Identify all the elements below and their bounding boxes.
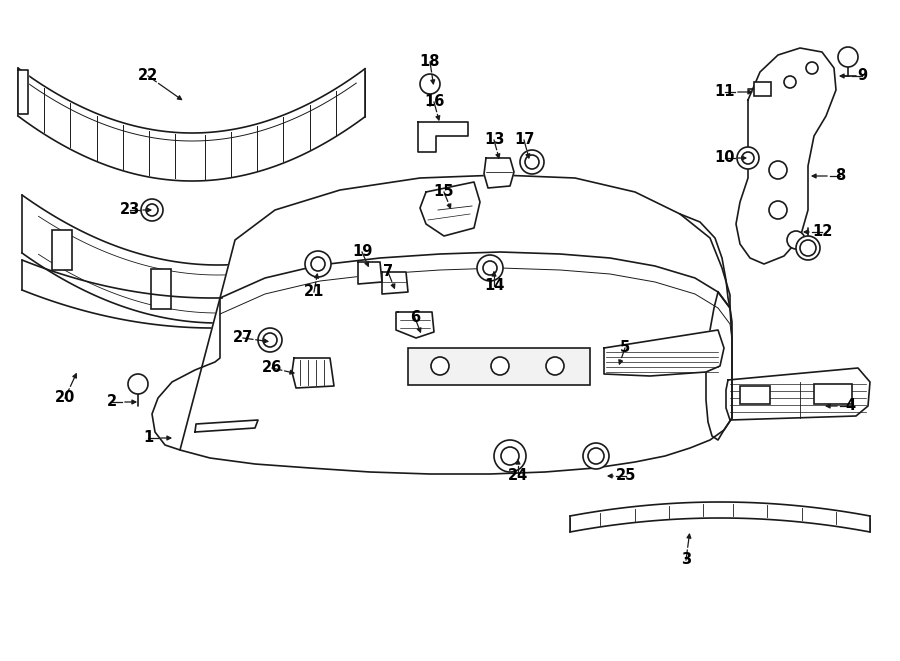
Text: 14: 14 (484, 278, 504, 293)
Polygon shape (418, 122, 468, 152)
Polygon shape (382, 272, 408, 294)
Circle shape (128, 374, 148, 394)
Text: 20: 20 (55, 391, 76, 405)
Circle shape (141, 199, 163, 221)
Polygon shape (570, 502, 870, 532)
Text: 21: 21 (304, 284, 324, 299)
Bar (250, 272, 270, 312)
Text: 10: 10 (715, 151, 735, 165)
Bar (814, 384, 852, 404)
Circle shape (520, 150, 544, 174)
Circle shape (483, 261, 497, 275)
Bar (754, 82, 771, 96)
Polygon shape (220, 175, 730, 308)
Circle shape (838, 47, 858, 67)
Text: 19: 19 (352, 245, 373, 260)
Circle shape (477, 255, 503, 281)
Circle shape (588, 448, 604, 464)
Polygon shape (706, 292, 732, 440)
Circle shape (769, 161, 787, 179)
Polygon shape (152, 298, 222, 450)
Bar (349, 239, 369, 279)
Circle shape (311, 257, 325, 271)
Circle shape (491, 357, 509, 375)
Text: 2: 2 (107, 395, 117, 410)
Circle shape (420, 74, 440, 94)
Text: 6: 6 (410, 311, 420, 325)
Circle shape (546, 357, 564, 375)
Circle shape (431, 357, 449, 375)
Circle shape (787, 231, 805, 249)
Text: 11: 11 (715, 85, 735, 100)
Circle shape (263, 333, 277, 347)
Text: 7: 7 (382, 264, 393, 280)
Text: 3: 3 (681, 553, 691, 568)
Text: 4: 4 (845, 399, 855, 414)
Circle shape (769, 201, 787, 219)
Circle shape (583, 443, 609, 469)
Bar (51, 231, 72, 270)
Text: 27: 27 (233, 330, 253, 346)
Circle shape (784, 76, 796, 88)
Text: 17: 17 (514, 132, 535, 147)
Text: 18: 18 (419, 54, 440, 69)
Text: 1: 1 (143, 430, 153, 446)
Circle shape (742, 152, 754, 164)
Polygon shape (22, 194, 415, 323)
Circle shape (146, 204, 158, 216)
Bar (408, 348, 590, 385)
Polygon shape (18, 70, 28, 114)
Polygon shape (358, 262, 382, 284)
Polygon shape (484, 158, 514, 188)
Polygon shape (604, 330, 724, 376)
Polygon shape (292, 358, 334, 388)
Circle shape (494, 440, 526, 472)
Polygon shape (22, 260, 405, 328)
Text: 8: 8 (835, 169, 845, 184)
Bar (150, 269, 171, 309)
Circle shape (258, 328, 282, 352)
Text: 24: 24 (508, 469, 528, 483)
Circle shape (305, 251, 331, 277)
Text: 9: 9 (857, 69, 867, 83)
Polygon shape (736, 48, 836, 264)
Text: 23: 23 (120, 202, 140, 217)
Circle shape (737, 147, 759, 169)
Text: 15: 15 (434, 184, 454, 200)
Text: 22: 22 (138, 69, 158, 83)
Text: 5: 5 (620, 340, 630, 356)
Polygon shape (396, 312, 434, 338)
Circle shape (806, 62, 818, 74)
Text: 16: 16 (424, 95, 445, 110)
Circle shape (796, 236, 820, 260)
Circle shape (525, 155, 539, 169)
Circle shape (800, 240, 816, 256)
Text: 25: 25 (616, 469, 636, 483)
Polygon shape (195, 420, 258, 432)
Text: 12: 12 (812, 225, 833, 239)
Polygon shape (420, 182, 480, 236)
Circle shape (501, 447, 519, 465)
Polygon shape (18, 68, 365, 181)
Text: 13: 13 (484, 132, 504, 147)
Polygon shape (180, 252, 732, 474)
Polygon shape (726, 368, 870, 420)
Bar (740, 386, 770, 404)
Text: 26: 26 (262, 360, 282, 375)
